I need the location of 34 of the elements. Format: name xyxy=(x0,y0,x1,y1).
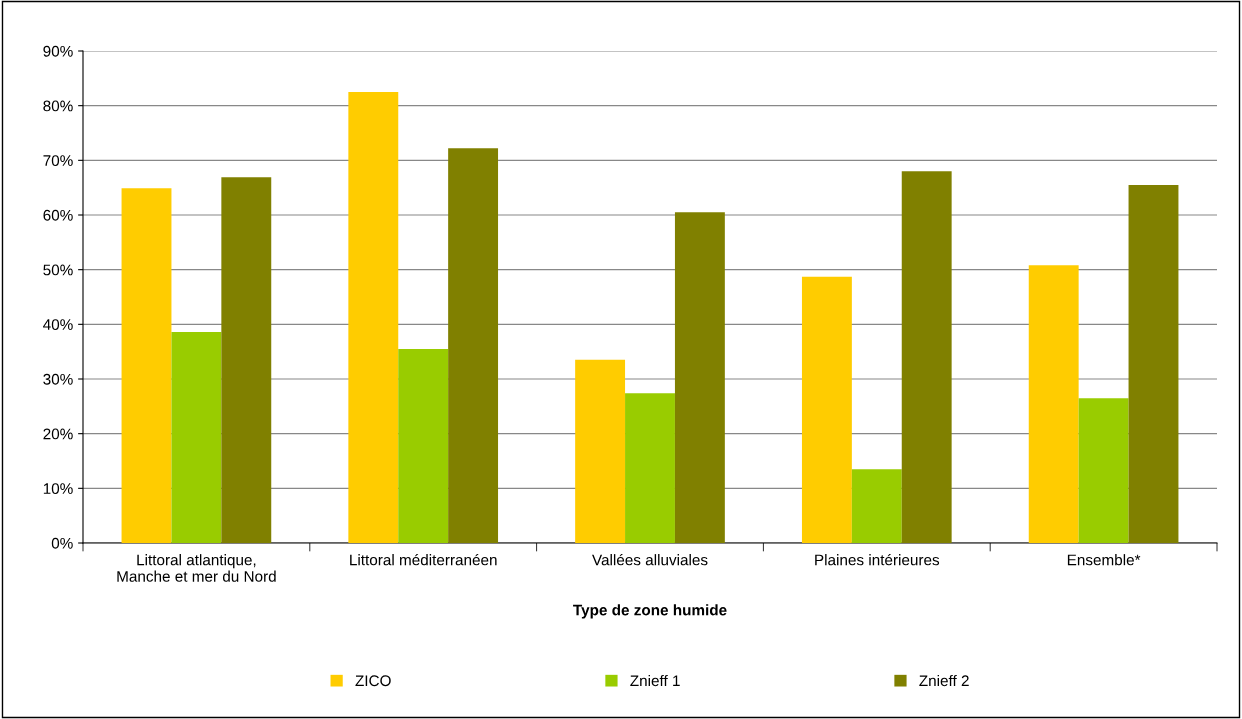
legend-label: Znieff 2 xyxy=(919,674,969,687)
bar xyxy=(121,188,172,543)
y-tick-label: 80% xyxy=(43,100,73,112)
bar xyxy=(625,393,675,543)
y-tick-label: 10% xyxy=(43,483,73,495)
bar xyxy=(1078,398,1129,543)
y-tick-label: 60% xyxy=(43,209,73,221)
x-axis-title: Type de zone humide xyxy=(573,604,727,619)
y-tick-label: 30% xyxy=(43,373,73,385)
x-tick-label: Vallées alluviales xyxy=(592,553,708,566)
x-tick-label: Littoral atlantique, Manche et mer du Nord xyxy=(117,554,276,582)
bar xyxy=(1128,184,1179,543)
x-tick-label: Plaines intérieures xyxy=(815,553,940,566)
bar xyxy=(674,212,725,543)
x-tick-label: Littoral méditerranéen xyxy=(350,553,497,566)
y-tick-label: 40% xyxy=(43,319,73,331)
bar xyxy=(851,469,902,543)
bar xyxy=(1028,265,1079,543)
legend-label: Znieff 1 xyxy=(630,674,680,687)
bar xyxy=(221,177,272,543)
y-tick-label: 70% xyxy=(43,155,73,167)
bar xyxy=(801,276,852,543)
bar xyxy=(575,359,626,543)
bar xyxy=(348,92,399,543)
y-tick-label: 90% xyxy=(43,45,73,57)
y-tick-label: 50% xyxy=(43,264,73,276)
y-tick-label: 20% xyxy=(43,428,73,440)
bar xyxy=(398,348,449,543)
y-tick-label: 0% xyxy=(51,537,73,549)
x-tick-label: Ensemble* xyxy=(1067,554,1141,566)
bar xyxy=(448,148,499,543)
bar xyxy=(171,331,222,543)
bar xyxy=(901,171,952,543)
legend-label: ZICO xyxy=(355,675,391,687)
